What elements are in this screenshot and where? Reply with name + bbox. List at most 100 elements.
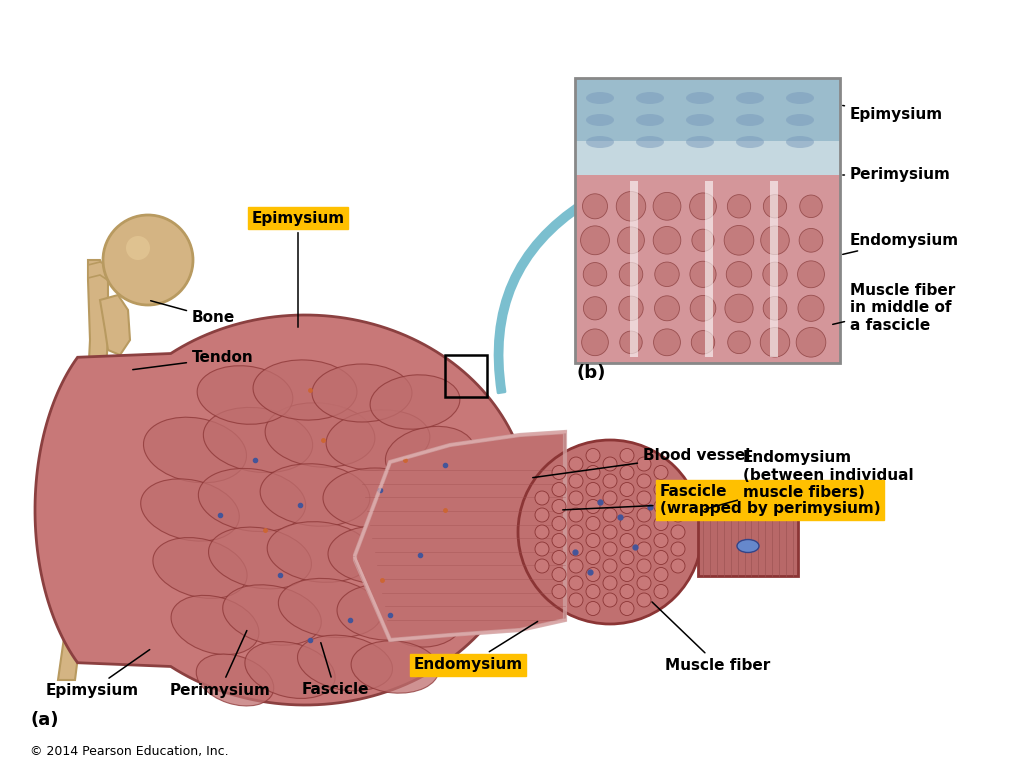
Circle shape [760,327,790,357]
Text: Perimysium: Perimysium [843,167,951,183]
Text: Fascicle: Fascicle [301,643,369,697]
Text: Epimysium: Epimysium [45,650,150,697]
Circle shape [583,194,607,219]
Ellipse shape [328,526,428,584]
Circle shape [586,551,600,564]
Circle shape [689,193,717,220]
Ellipse shape [267,521,373,582]
Circle shape [586,482,600,496]
Circle shape [637,542,651,556]
Circle shape [654,482,668,496]
Ellipse shape [253,360,357,420]
Ellipse shape [351,641,439,694]
Text: Endomysium: Endomysium [843,233,959,254]
Circle shape [552,517,566,531]
Text: Tendon: Tendon [133,350,254,369]
Circle shape [690,296,716,321]
Circle shape [603,576,617,590]
Ellipse shape [204,407,312,472]
Circle shape [671,508,685,522]
Circle shape [761,226,790,255]
Circle shape [586,568,600,581]
Circle shape [586,449,600,462]
Circle shape [552,584,566,598]
Circle shape [637,474,651,488]
Circle shape [586,465,600,479]
Circle shape [603,457,617,471]
Circle shape [620,551,634,564]
Circle shape [654,534,668,548]
Circle shape [654,296,680,321]
Circle shape [535,559,549,573]
Circle shape [617,227,644,253]
Circle shape [535,542,549,556]
Circle shape [620,331,642,353]
Polygon shape [35,315,530,705]
Circle shape [799,228,823,252]
Bar [575,78,840,141]
Polygon shape [58,260,108,680]
Ellipse shape [385,426,474,484]
Bar [705,180,713,357]
Ellipse shape [337,584,433,640]
Polygon shape [88,262,132,295]
Ellipse shape [786,136,814,148]
Ellipse shape [199,468,305,531]
Circle shape [586,517,600,531]
Circle shape [586,534,600,548]
Bar [630,180,638,357]
Circle shape [637,508,651,522]
Circle shape [616,191,646,221]
Circle shape [584,296,606,320]
Circle shape [518,440,702,624]
Ellipse shape [198,366,293,424]
Text: Bone: Bone [151,301,236,326]
Circle shape [654,517,668,531]
Ellipse shape [370,375,460,429]
Circle shape [569,457,583,471]
Text: © 2014 Pearson Education, Inc.: © 2014 Pearson Education, Inc. [30,746,228,759]
Circle shape [552,534,566,548]
Circle shape [620,263,643,286]
Circle shape [798,261,824,288]
Ellipse shape [260,464,370,526]
Circle shape [620,584,634,598]
Circle shape [653,329,680,356]
Circle shape [552,551,566,564]
Circle shape [653,227,681,254]
Ellipse shape [786,92,814,104]
Circle shape [728,331,751,353]
Text: (b): (b) [577,364,606,382]
Circle shape [620,499,634,514]
Ellipse shape [197,654,273,706]
Circle shape [535,525,549,539]
Ellipse shape [279,578,382,637]
Text: Muscle fiber: Muscle fiber [652,602,770,673]
Circle shape [691,330,715,354]
Circle shape [724,226,754,255]
Circle shape [552,482,566,496]
Circle shape [671,491,685,505]
Ellipse shape [312,364,412,422]
Circle shape [569,508,583,522]
Circle shape [637,491,651,505]
Text: Endomysium
(between individual
muscle fibers): Endomysium (between individual muscle fi… [705,450,913,509]
Ellipse shape [387,597,463,647]
Text: Muscle fiber
in middle of
a fascicle: Muscle fiber in middle of a fascicle [833,283,955,333]
Circle shape [581,226,609,255]
Ellipse shape [636,114,664,126]
Text: Epimysium: Epimysium [252,210,344,327]
Circle shape [603,491,617,505]
Circle shape [671,559,685,573]
Circle shape [637,559,651,573]
Circle shape [569,525,583,539]
Circle shape [569,474,583,488]
Bar [575,175,840,363]
Circle shape [582,329,608,356]
Circle shape [654,465,668,479]
Circle shape [653,193,681,220]
Circle shape [569,559,583,573]
Circle shape [798,295,824,321]
Circle shape [569,576,583,590]
Ellipse shape [153,538,247,598]
